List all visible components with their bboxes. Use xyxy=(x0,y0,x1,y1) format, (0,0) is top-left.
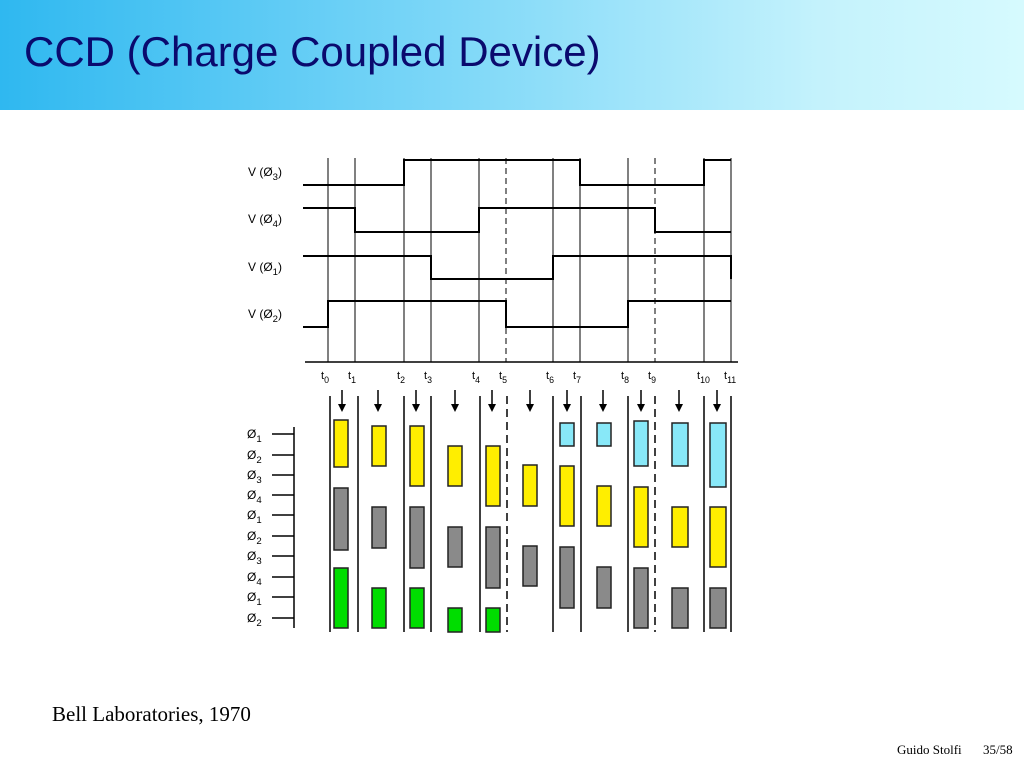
arrow-head-6 xyxy=(563,404,571,412)
clock-waveforms xyxy=(303,159,732,328)
charge-packet-cyan xyxy=(633,420,649,467)
arrow-head-8 xyxy=(637,404,645,412)
charge-packet-yellow xyxy=(559,465,575,527)
charge-packet-yellow xyxy=(333,419,349,468)
arrow-head-1 xyxy=(374,404,382,412)
charge-packet-grey xyxy=(447,526,463,568)
timing-grid-lines xyxy=(305,158,738,632)
charge-packet-grey xyxy=(371,506,387,549)
time-label-9: t9 xyxy=(648,370,656,385)
charge-packet-green xyxy=(485,607,501,633)
arrow-head-5 xyxy=(526,404,534,412)
signal-label-2: V (Ø1) xyxy=(248,260,282,278)
waveform-1 xyxy=(303,207,731,233)
charge-packet-yellow xyxy=(447,445,463,487)
charge-packets xyxy=(333,419,727,633)
charge-packet-yellow xyxy=(485,445,501,507)
signal-label-1: V (Ø4) xyxy=(248,212,282,230)
charge-packet-yellow xyxy=(596,485,612,527)
waveform-3 xyxy=(303,300,731,328)
charge-packet-grey xyxy=(596,566,612,609)
time-label-2: t2 xyxy=(397,370,405,385)
electrode-label-1: Ø2 xyxy=(247,448,262,466)
charge-packet-yellow xyxy=(522,464,538,507)
waveform-2 xyxy=(303,255,732,280)
electrode-labels: Ø1 Ø2 Ø3 Ø4 Ø1 Ø2 Ø3 Ø4 Ø1 Ø2 xyxy=(247,427,295,629)
footer-author: Guido Stolfi xyxy=(897,742,962,757)
charge-packet-yellow xyxy=(371,425,387,467)
electrode-label-2: Ø3 xyxy=(247,468,262,486)
arrow-head-0 xyxy=(338,404,346,412)
charge-packet-grey xyxy=(709,587,727,629)
electrode-label-9: Ø2 xyxy=(247,611,262,629)
charge-packet-cyan xyxy=(559,422,575,447)
electrode-label-7: Ø4 xyxy=(247,570,262,588)
signal-label-0: V (Ø3) xyxy=(248,165,282,183)
electrode-label-0: Ø1 xyxy=(247,427,262,445)
arrow-head-10 xyxy=(713,404,721,412)
signal-label-3: V (Ø2) xyxy=(248,307,282,325)
arrow-head-4 xyxy=(488,404,496,412)
slide-title: CCD (Charge Coupled Device) xyxy=(24,28,601,75)
charge-packet-grey xyxy=(409,506,425,569)
footer-page-number: 35/58 xyxy=(983,742,1013,757)
electrode-label-3: Ø4 xyxy=(247,488,262,506)
charge-packet-grey xyxy=(671,587,689,629)
electrode-label-8: Ø1 xyxy=(247,590,262,608)
arrow-head-2 xyxy=(412,404,420,412)
signal-labels: V (Ø3) V (Ø4) V (Ø1) V (Ø2) xyxy=(248,165,282,325)
title-banner: CCD (Charge Coupled Device) xyxy=(0,0,1024,110)
charge-packet-green xyxy=(371,587,387,629)
charge-packet-yellow xyxy=(633,486,649,548)
caption: Bell Laboratories, 1970 xyxy=(52,702,251,726)
time-label-5: t5 xyxy=(499,370,507,385)
charge-packet-yellow xyxy=(709,506,727,568)
charge-packet-green xyxy=(447,607,463,633)
charge-packet-cyan xyxy=(671,422,689,467)
electrode-label-5: Ø2 xyxy=(247,529,262,547)
arrow-head-9 xyxy=(675,404,683,412)
time-label-7: t7 xyxy=(573,370,581,385)
time-label-4: t4 xyxy=(472,370,480,385)
charge-packet-green xyxy=(333,567,349,629)
charge-packet-grey xyxy=(522,545,538,587)
time-label-1: t1 xyxy=(348,370,356,385)
charge-packet-grey xyxy=(485,526,501,589)
charge-packet-cyan xyxy=(709,422,727,488)
time-labels: t0 t1 t2 t3 t4 t5 t6 t7 t8 t9 t10 t11 xyxy=(321,370,736,385)
time-label-8: t8 xyxy=(621,370,629,385)
waveform-0 xyxy=(303,159,731,186)
arrow-head-3 xyxy=(451,404,459,412)
charge-packet-grey xyxy=(559,546,575,609)
time-label-10: t10 xyxy=(697,370,710,385)
charge-packet-yellow xyxy=(671,506,689,548)
time-label-11: t11 xyxy=(724,370,736,385)
time-arrows xyxy=(338,390,721,412)
electrode-label-4: Ø1 xyxy=(247,508,262,526)
time-label-0: t0 xyxy=(321,370,329,385)
electrode-label-6: Ø3 xyxy=(247,549,262,567)
charge-packet-green xyxy=(409,587,425,629)
time-label-3: t3 xyxy=(424,370,432,385)
charge-packet-cyan xyxy=(596,422,612,447)
charge-packet-grey xyxy=(333,487,349,551)
charge-packet-yellow xyxy=(409,425,425,487)
time-label-6: t6 xyxy=(546,370,554,385)
arrow-head-7 xyxy=(599,404,607,412)
charge-packet-grey xyxy=(633,567,649,629)
